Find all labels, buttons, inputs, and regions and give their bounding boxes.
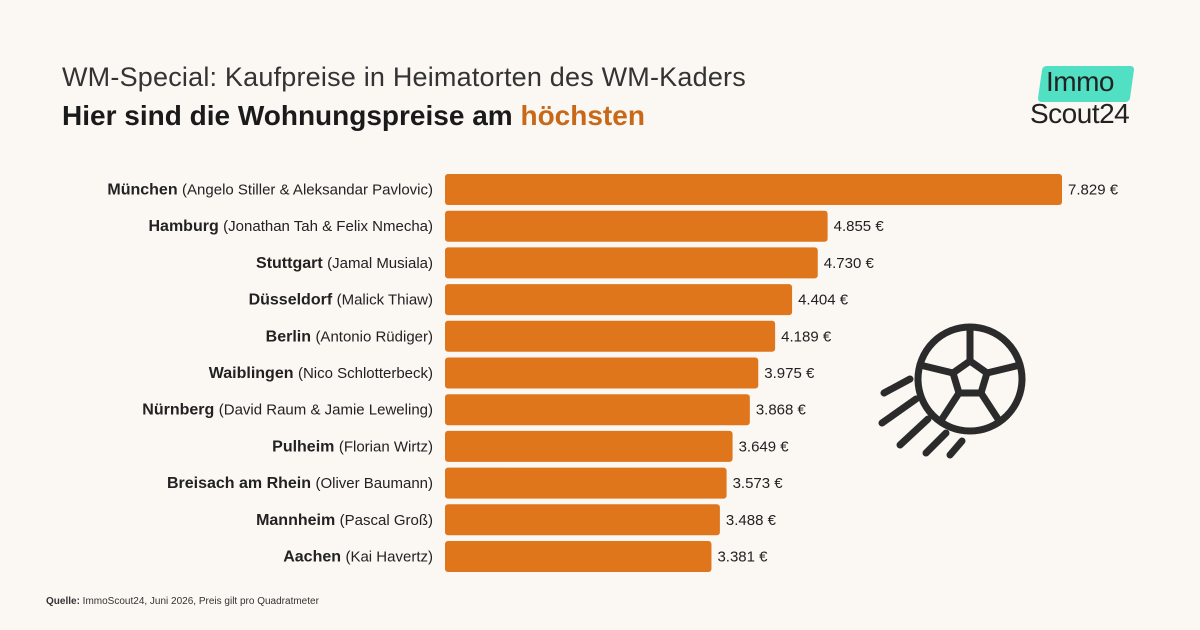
bar-berlin bbox=[445, 320, 776, 352]
category-label-hamburg: Hamburg (Jonathan Tah & Felix Nmecha) bbox=[149, 218, 434, 235]
value-label-hamburg: 4.855 € bbox=[834, 218, 885, 235]
category-label-aachen: Aachen (Kai Havertz) bbox=[283, 549, 433, 566]
bar-stuttgart bbox=[445, 247, 818, 279]
immoscout24-logo: Immo Scout24 bbox=[1026, 62, 1156, 138]
player-names: (Pascal Groß) bbox=[340, 512, 433, 529]
value-label-mannheim: 3.488 € bbox=[726, 512, 777, 529]
city-name: Stuttgart bbox=[256, 255, 327, 272]
football-icon bbox=[878, 323, 1026, 459]
category-label-waiblingen: Waiblingen (Nico Schlotterbeck) bbox=[209, 365, 433, 382]
city-name: Berlin bbox=[266, 328, 316, 345]
city-name: Mannheim bbox=[256, 512, 340, 529]
category-label-stuttgart: Stuttgart (Jamal Musiala) bbox=[256, 255, 433, 272]
value-label-nuernberg: 3.868 € bbox=[756, 402, 807, 419]
bar-pulheim bbox=[445, 430, 733, 462]
city-name: Breisach am Rhein bbox=[167, 475, 316, 492]
category-label-pulheim: Pulheim (Florian Wirtz) bbox=[272, 438, 433, 455]
city-name: Waiblingen bbox=[209, 365, 298, 382]
bar-duesseldorf bbox=[445, 284, 793, 316]
player-names: (Jonathan Tah & Felix Nmecha) bbox=[223, 218, 433, 235]
bar-mannheim bbox=[445, 504, 720, 536]
bar-chart: München (Angelo Stiller & Aleksandar Pav… bbox=[107, 174, 1119, 572]
category-label-duesseldorf: Düsseldorf (Malick Thiaw) bbox=[249, 292, 433, 309]
logo-line2: Scout24 bbox=[1030, 98, 1130, 129]
value-label-pulheim: 3.649 € bbox=[739, 438, 790, 455]
category-label-breisach-am-rhein: Breisach am Rhein (Oliver Baumann) bbox=[167, 475, 433, 492]
city-name: Düsseldorf bbox=[249, 292, 337, 309]
player-names: (Malick Thiaw) bbox=[337, 292, 433, 309]
city-name: Hamburg bbox=[149, 218, 224, 235]
bar-hamburg bbox=[445, 210, 828, 242]
city-name: München bbox=[107, 182, 182, 199]
value-label-breisach-am-rhein: 3.573 € bbox=[733, 475, 784, 492]
player-names: (Florian Wirtz) bbox=[339, 438, 433, 455]
category-label-mannheim: Mannheim (Pascal Groß) bbox=[256, 512, 433, 529]
bar-muenchen bbox=[445, 174, 1062, 205]
bar-waiblingen bbox=[445, 357, 759, 389]
player-names: (Jamal Musiala) bbox=[327, 255, 433, 272]
chart-title: WM-Special: Kaufpreise in Heimatorten de… bbox=[62, 62, 746, 92]
player-names: (Antonio Rüdiger) bbox=[315, 328, 433, 345]
city-name: Aachen bbox=[283, 549, 345, 566]
city-name: Nürnberg bbox=[142, 402, 218, 419]
value-label-waiblingen: 3.975 € bbox=[764, 365, 815, 382]
player-names: (Oliver Baumann) bbox=[315, 475, 433, 492]
chart-subtitle: Hier sind die Wohnungspreise am höchsten bbox=[62, 100, 645, 132]
value-label-aachen: 3.381 € bbox=[717, 549, 768, 566]
city-name: Pulheim bbox=[272, 438, 339, 455]
player-names: (Angelo Stiller & Aleksandar Pavlovic) bbox=[182, 182, 433, 199]
category-label-nuernberg: Nürnberg (David Raum & Jamie Leweling) bbox=[142, 402, 433, 419]
bar-breisach-am-rhein bbox=[445, 467, 727, 499]
bar-nuernberg bbox=[445, 394, 750, 426]
value-label-muenchen: 7.829 € bbox=[1068, 182, 1119, 199]
value-label-stuttgart: 4.730 € bbox=[824, 255, 875, 272]
subtitle-text: Hier sind die Wohnungspreise am bbox=[62, 100, 521, 131]
source-label: Quelle: bbox=[46, 596, 80, 607]
value-label-berlin: 4.189 € bbox=[781, 328, 832, 345]
value-label-duesseldorf: 4.404 € bbox=[798, 292, 849, 309]
source-note: Quelle: ImmoScout24, Juni 2026, Preis gi… bbox=[46, 596, 319, 607]
logo-line1: Immo bbox=[1046, 66, 1115, 97]
subtitle-highlight: höchsten bbox=[520, 100, 645, 131]
player-names: (Nico Schlotterbeck) bbox=[298, 365, 433, 382]
bar-aachen bbox=[445, 541, 712, 572]
player-names: (David Raum & Jamie Leweling) bbox=[219, 402, 433, 419]
category-label-berlin: Berlin (Antonio Rüdiger) bbox=[266, 328, 433, 345]
category-label-muenchen: München (Angelo Stiller & Aleksandar Pav… bbox=[107, 182, 433, 199]
player-names: (Kai Havertz) bbox=[345, 549, 433, 566]
source-text: ImmoScout24, Juni 2026, Preis gilt pro Q… bbox=[79, 596, 319, 607]
